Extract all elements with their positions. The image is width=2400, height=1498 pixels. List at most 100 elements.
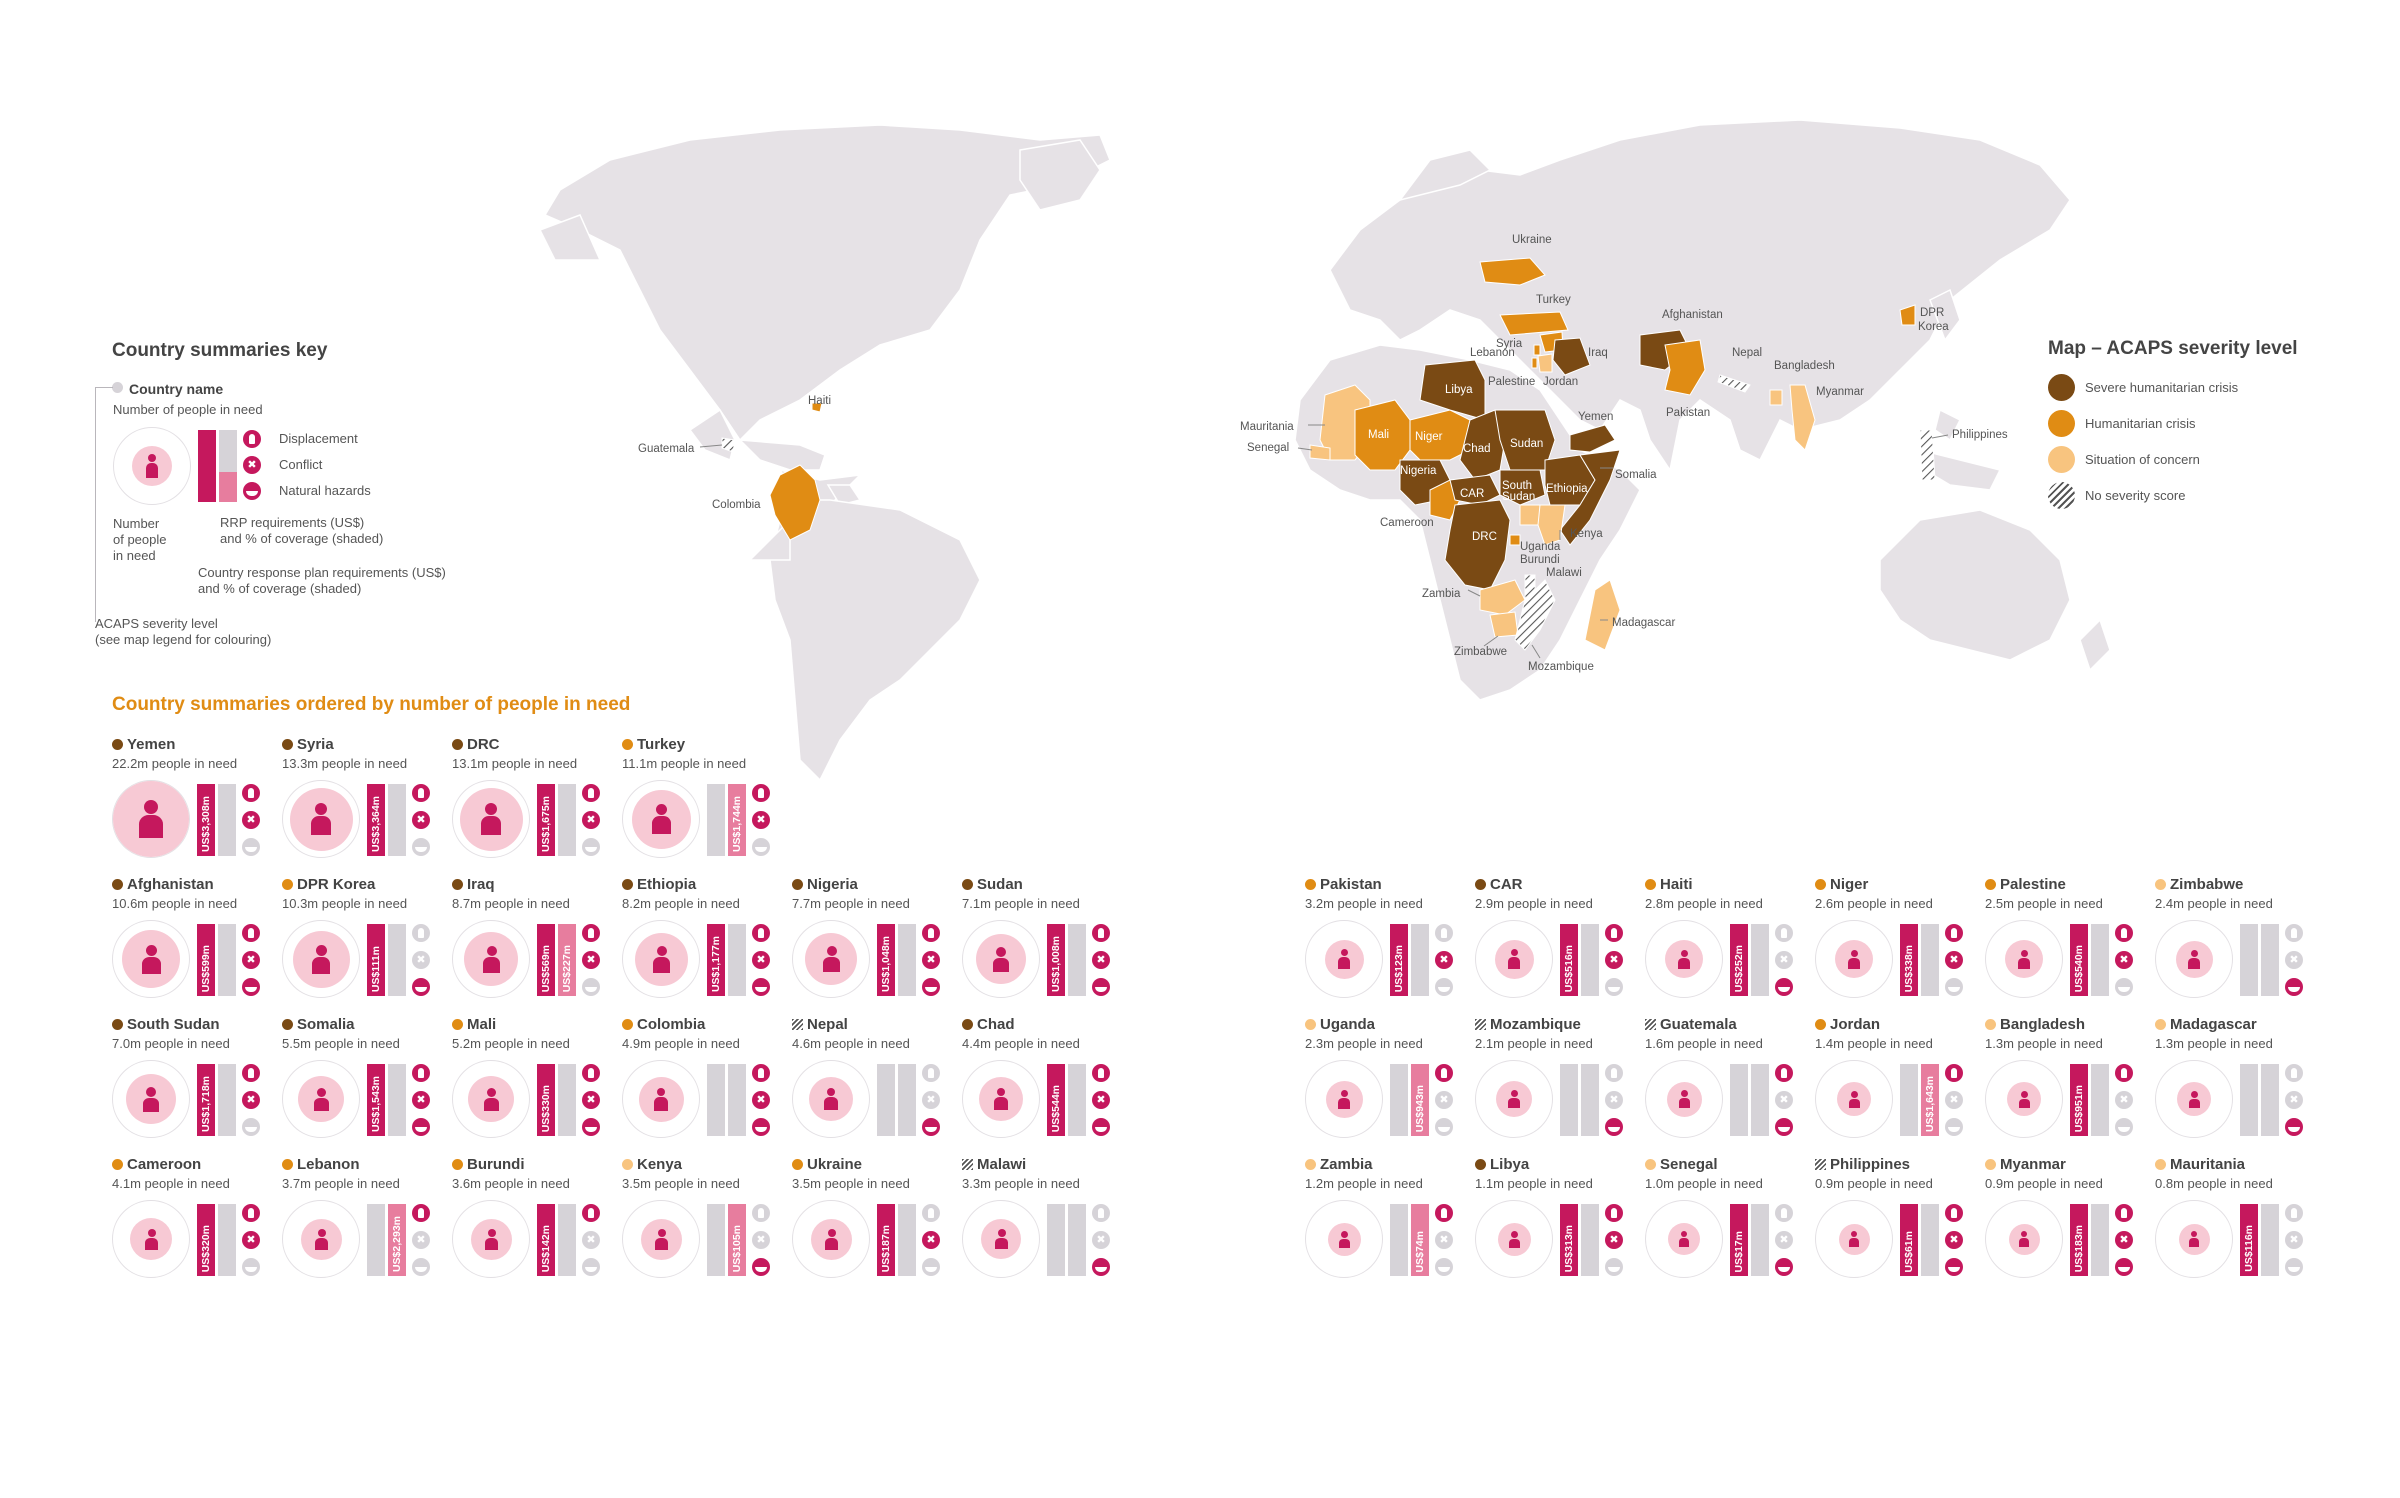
people-circle: [1645, 1060, 1723, 1138]
people-disc: [298, 1076, 344, 1122]
crp-bar: US$123m: [1390, 924, 1408, 996]
natural-hazards-icon: [752, 1258, 770, 1276]
conflict-icon: [1435, 1091, 1453, 1109]
people-disc: [2008, 1223, 2040, 1255]
rrp-bar: [898, 924, 916, 996]
rrp-bar: [1751, 1064, 1769, 1136]
displacement-icon: [1605, 1064, 1623, 1082]
requirement-label: US$330m: [540, 1084, 552, 1132]
person-icon: [1679, 1231, 1689, 1247]
displacement-icon: [1435, 924, 1453, 942]
severity-dot: [792, 879, 803, 890]
country-name: Somalia: [282, 1016, 355, 1033]
person-icon: [481, 803, 501, 835]
severity-dot: [452, 1159, 463, 1170]
crp-bar: [877, 1064, 895, 1136]
key-conflict-icon: ✖: [243, 456, 261, 474]
natural-hazards-icon: [1605, 1258, 1623, 1276]
crp-bar: US$951m: [2070, 1064, 2088, 1136]
conflict-icon: [1092, 1231, 1110, 1249]
displacement-icon: [1775, 924, 1793, 942]
people-circle: [1475, 1060, 1553, 1138]
requirement-label: US$599m: [200, 944, 212, 992]
conflict-icon: [1435, 1231, 1453, 1249]
severity-dot: [2155, 879, 2166, 890]
crp-bar: US$569m: [537, 924, 555, 996]
label-ethiopia: Ethiopia: [1546, 483, 1588, 495]
person-icon: [994, 1088, 1008, 1110]
label-mauritania: Mauritania: [1240, 421, 1294, 433]
coverage-fill: [197, 1064, 215, 1136]
people-circle: [1985, 1060, 2063, 1138]
key-circle: [113, 427, 191, 505]
requirement-label: US$2,293m: [391, 1215, 403, 1272]
people-in-need: 2.1m people in need: [1475, 1036, 1593, 1051]
displacement-icon: [1092, 1204, 1110, 1222]
country-card: Iraq 8.7m people in need US$569m US$227m: [452, 876, 622, 1011]
label-cameroon: Cameroon: [1380, 517, 1434, 529]
rrp-bar: US$105m: [728, 1204, 746, 1276]
people-circle: [282, 780, 360, 858]
country-name: Senegal: [1645, 1156, 1718, 1173]
crp-bar: [1900, 1064, 1918, 1136]
crp-bar: [2240, 1064, 2258, 1136]
crisis-type-icons: [922, 924, 940, 996]
requirement-label: US$252m: [1733, 944, 1745, 992]
severity-dot: [452, 1019, 463, 1030]
displacement-icon: [1092, 924, 1110, 942]
person-icon: [1848, 1090, 1860, 1108]
conflict-icon: [412, 1231, 430, 1249]
natural-hazards-icon: [242, 978, 260, 996]
person-icon: [993, 946, 1009, 972]
rrp-bar: [1921, 1204, 1939, 1276]
country-card: Turkey 11.1m people in need US$1,744m: [622, 736, 792, 871]
conflict-icon: [2115, 951, 2133, 969]
crp-bar: US$116m: [2240, 1204, 2258, 1276]
people-in-need: 3.7m people in need: [282, 1176, 400, 1191]
label-ukraine: Ukraine: [1512, 234, 1552, 246]
key-displacement-icon: [243, 430, 261, 448]
country-label: Ethiopia: [637, 876, 697, 893]
people-disc: [130, 1218, 172, 1260]
country-label: Myanmar: [2000, 1156, 2066, 1173]
country-card: Mali 5.2m people in need US$330m: [452, 1016, 622, 1151]
label-nepal: Nepal: [1732, 347, 1762, 359]
rrp-bar: [388, 1064, 406, 1136]
country-name: Mauritania: [2155, 1156, 2245, 1173]
person-icon: [2018, 949, 2030, 969]
rrp-bar: US$1,643m: [1921, 1064, 1939, 1136]
displacement-icon: [582, 1204, 600, 1222]
coverage-fill: [197, 924, 215, 996]
country-name: Philippines: [1815, 1156, 1910, 1173]
people-disc: [300, 1218, 342, 1260]
region-bangladesh: [1769, 389, 1783, 406]
conflict-icon: [1945, 951, 1963, 969]
natural-hazards-icon: [412, 1258, 430, 1276]
country-label: Mali: [467, 1016, 497, 1033]
people-in-need: 2.6m people in need: [1815, 896, 1933, 911]
people-circle: [1815, 920, 1893, 998]
requirement-label: US$320m: [200, 1224, 212, 1272]
crisis-type-icons: [2115, 1064, 2133, 1136]
severity-dot: [1815, 1019, 1826, 1030]
natural-hazards-icon: [582, 838, 600, 856]
displacement-icon: [1605, 924, 1623, 942]
people-circle: [792, 920, 870, 998]
country-label: Uganda: [1320, 1016, 1376, 1033]
key-number-people-1: Number: [113, 516, 160, 531]
person-icon: [2188, 1090, 2200, 1108]
country-card: Yemen 22.2m people in need US$3,308m: [112, 736, 282, 871]
country-card: Somalia 5.5m people in need US$1,543m: [282, 1016, 452, 1151]
people-circle: [452, 1200, 530, 1278]
crp-bar: [367, 1204, 385, 1276]
displacement-icon: [412, 1064, 430, 1082]
natural-hazards-icon: [1775, 1118, 1793, 1136]
crisis-type-icons: [1775, 924, 1793, 996]
people-disc: [459, 787, 523, 851]
crisis-type-icons: [582, 924, 600, 996]
person-icon: [652, 945, 670, 973]
country-name: Zambia: [1305, 1156, 1373, 1173]
country-name: Bangladesh: [1985, 1016, 2085, 1033]
people-circle: [112, 780, 190, 858]
rrp-bar: [558, 1064, 576, 1136]
